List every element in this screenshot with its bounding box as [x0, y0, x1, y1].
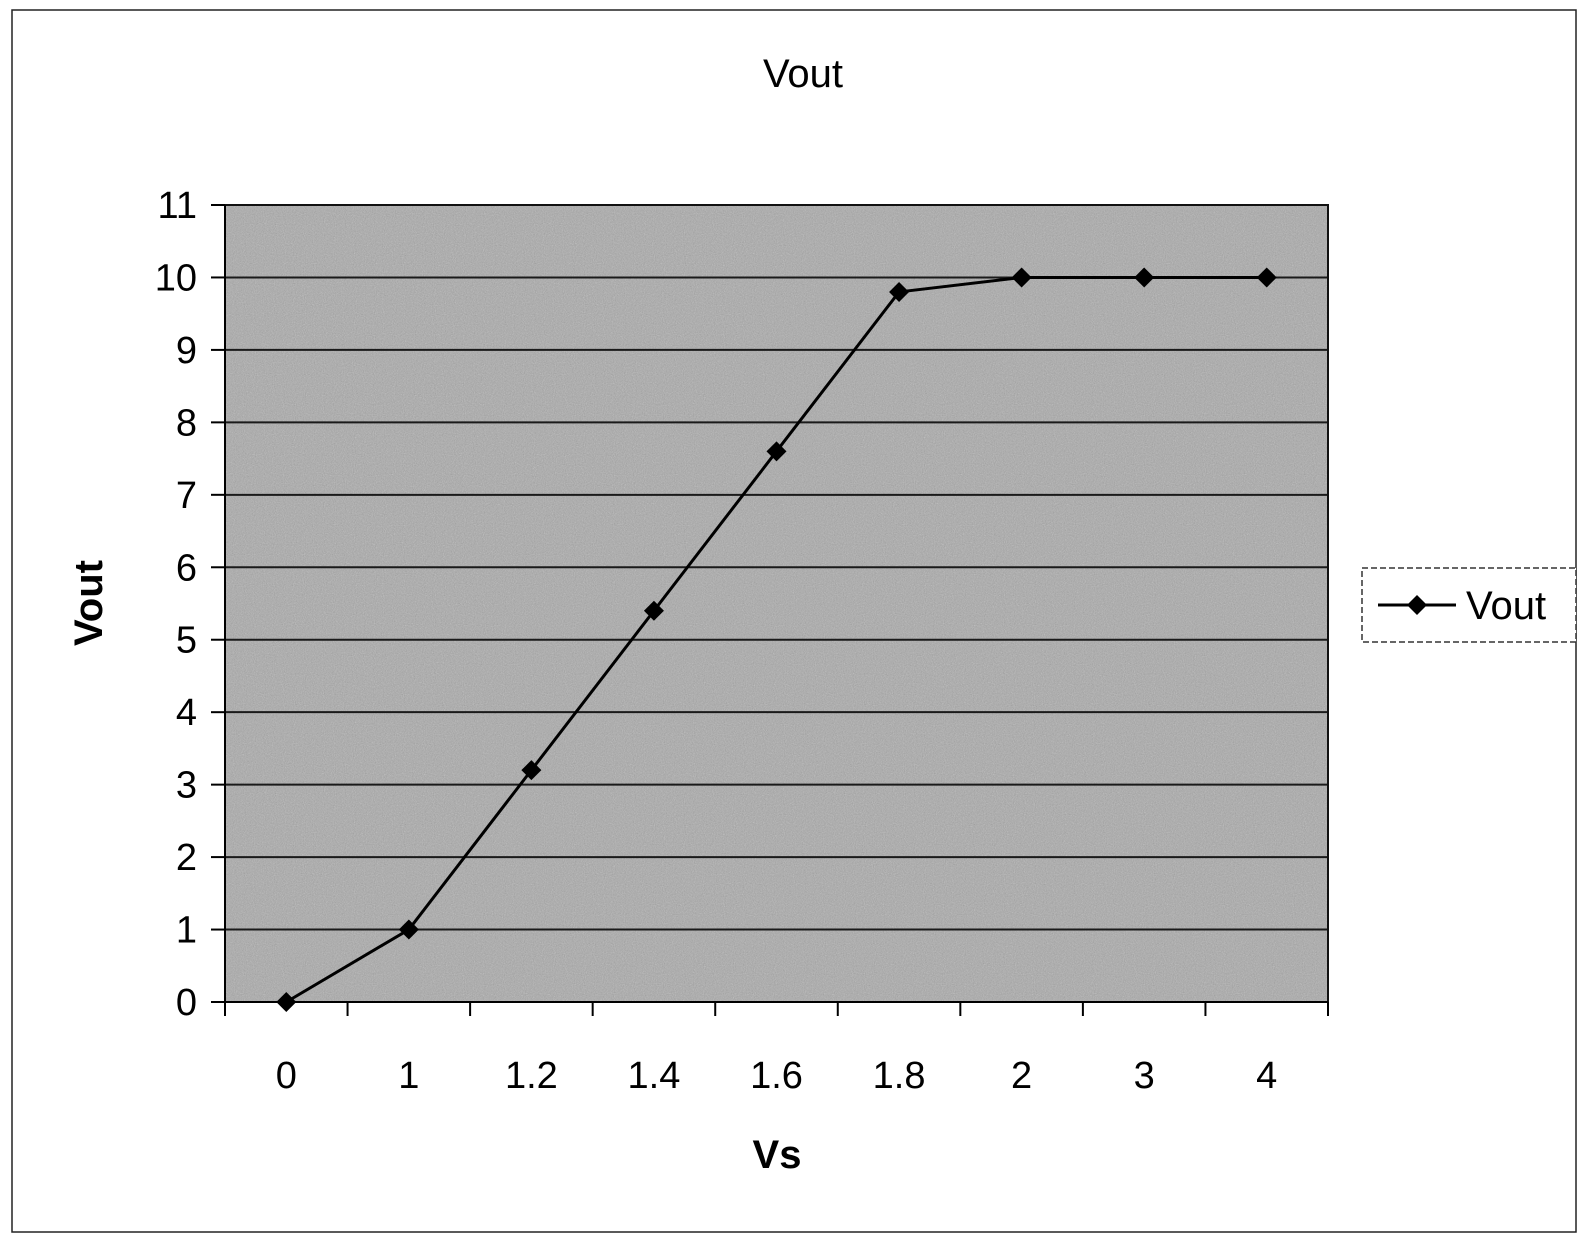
y-axis-title: Vout: [67, 560, 111, 646]
data-point-1: [398, 919, 419, 940]
data-point-6: [1011, 267, 1032, 288]
x-tick-label-8: 4: [1256, 1055, 1277, 1097]
y-tick-label-10: 10: [155, 257, 197, 299]
y-tick-label-0: 0: [176, 982, 197, 1024]
x-tick-label-5: 1.8: [873, 1055, 926, 1097]
x-axis: 0 1 1.2 1.4 1.6 1.8 2 3 4: [224, 1001, 1329, 1097]
x-tick-label-1: 1: [398, 1055, 419, 1097]
data-point-0: [276, 992, 297, 1012]
legend-marker: [1407, 595, 1427, 615]
data-point-5: [889, 281, 910, 302]
y-tick-label-6: 6: [176, 547, 197, 589]
y-tick-label-7: 7: [176, 475, 197, 517]
y-tick-label-9: 9: [176, 330, 197, 372]
x-tick-label-0: 0: [276, 1055, 297, 1097]
y-axis: 0 1 2 3 4 5 6 7 8 9 10 11: [155, 185, 226, 1024]
data-point-8: [1256, 267, 1277, 288]
x-tick-label-7: 3: [1134, 1055, 1155, 1097]
chart-title: Vout: [763, 52, 843, 96]
x-tick-label-4: 1.6: [750, 1055, 803, 1097]
y-tick-label-11: 11: [158, 185, 197, 227]
y-tick-label-8: 8: [176, 402, 197, 444]
x-axis-title: Vs: [753, 1133, 802, 1177]
series-layer: [276, 267, 1277, 1012]
data-point-3: [643, 600, 664, 621]
legend-label: Vout: [1466, 584, 1546, 628]
y-tick-label-1: 1: [176, 910, 197, 952]
plot-area: [224, 204, 1329, 1003]
y-tick-label-2: 2: [176, 837, 197, 879]
y-tick-label-3: 3: [176, 765, 197, 807]
x-tick-label-6: 2: [1011, 1055, 1032, 1097]
x-tick-label-3: 1.4: [628, 1055, 681, 1097]
y-tick-label-4: 4: [176, 692, 197, 734]
x-tick-label-2: 1.2: [505, 1055, 558, 1097]
data-point-4: [766, 441, 787, 462]
data-point-2: [521, 760, 542, 781]
plot-texture: [225, 205, 1328, 1002]
legend: Vout: [1361, 567, 1577, 643]
data-point-7: [1134, 267, 1155, 288]
y-tick-label-5: 5: [176, 620, 197, 662]
